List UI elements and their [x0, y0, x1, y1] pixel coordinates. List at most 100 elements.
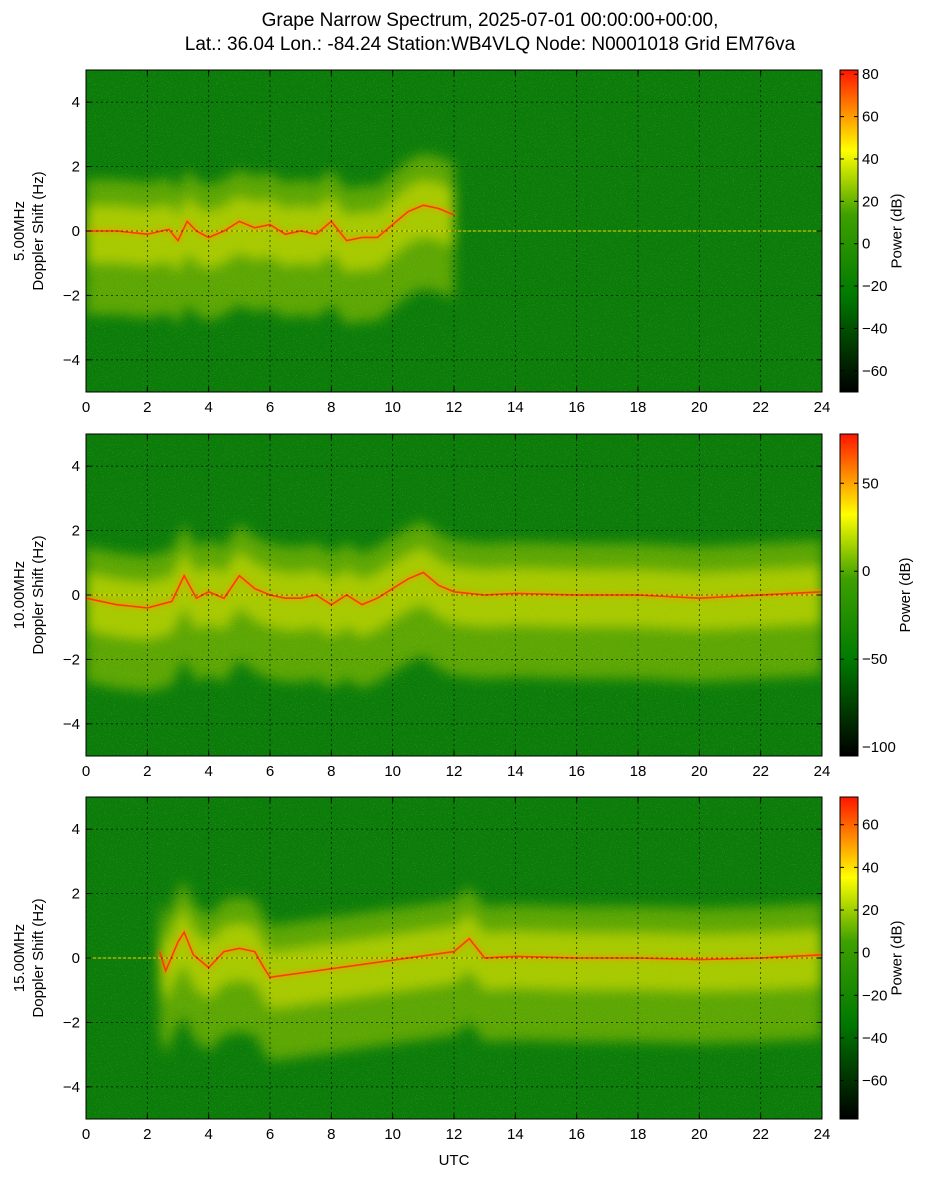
y-axis-label-line-1: 10.00MHz [11, 561, 28, 629]
x-tick-label: 20 [691, 1126, 708, 1143]
x-tick-label: 12 [446, 1126, 463, 1143]
colorbar-tick-label: −60 [862, 1073, 887, 1090]
y-tick-label: 4 [72, 458, 80, 475]
chart-title-line-2: Lat.: 36.04 Lon.: -84.24 Station:WB4VLQ … [185, 34, 796, 55]
x-tick-label: 16 [568, 399, 585, 416]
spectrogram-plot-5mhz [86, 70, 822, 392]
x-tick-label: 6 [266, 763, 274, 780]
colorbar-tick-label: 40 [862, 859, 879, 876]
y-tick-label: −2 [63, 1014, 80, 1031]
x-tick-label: 22 [752, 1126, 769, 1143]
y-tick-label: −4 [63, 716, 80, 733]
x-tick-label: 8 [327, 763, 335, 780]
x-tick-label: 0 [82, 763, 90, 780]
colorbar-tick-label: 50 [862, 475, 879, 492]
x-tick-label: 16 [568, 1126, 585, 1143]
y-tick-label: 2 [72, 159, 80, 176]
colorbar-label: Power (dB) [889, 920, 906, 995]
grid-5mhz [86, 70, 822, 392]
x-tick-label: 6 [266, 1126, 274, 1143]
colorbar-tick-label: 0 [862, 563, 870, 580]
colorbar-tick-label: 0 [862, 945, 870, 962]
x-tick-label: 18 [630, 1126, 647, 1143]
x-tick-label: 4 [204, 1126, 212, 1143]
x-tick-label: 0 [82, 399, 90, 416]
colorbar-15mhz [839, 796, 859, 1120]
y-tick-label: −4 [63, 1079, 80, 1096]
x-tick-label: 4 [204, 399, 212, 416]
colorbar-tick-label: 60 [862, 817, 879, 834]
x-tick-label: 20 [691, 763, 708, 780]
colorbar-tick-label: −40 [862, 320, 887, 337]
x-tick-label: 22 [752, 399, 769, 416]
x-tick-label: 0 [82, 1126, 90, 1143]
colorbar-5mhz [839, 69, 859, 393]
x-tick-label: 2 [143, 763, 151, 780]
colorbar-tick-label: −20 [862, 278, 887, 295]
y-axis-label-line-1: 15.00MHz [11, 924, 28, 992]
spectrogram-plot-15mhz [86, 797, 822, 1119]
colorbar-tick-label: 80 [862, 66, 879, 83]
x-tick-label: 24 [814, 1126, 831, 1143]
colorbar-tick-label: −60 [862, 363, 887, 380]
y-tick-label: −2 [63, 287, 80, 304]
colorbar-tick-label: −40 [862, 1030, 887, 1047]
y-axis-label-line-1: 5.00MHz [11, 201, 28, 261]
doppler-trace [86, 571, 822, 609]
x-tick-label: 12 [446, 763, 463, 780]
doppler-trace [86, 204, 455, 243]
x-tick-label: 14 [507, 399, 524, 416]
x-tick-label: 20 [691, 399, 708, 416]
y-tick-label: 2 [72, 886, 80, 903]
x-tick-label: 14 [507, 763, 524, 780]
x-tick-label: 8 [327, 399, 335, 416]
x-tick-label: 24 [814, 399, 831, 416]
colorbar-tick-label: 20 [862, 193, 879, 210]
x-tick-label: 18 [630, 399, 647, 416]
x-tick-label: 24 [814, 763, 831, 780]
y-tick-label: 0 [72, 223, 80, 240]
x-tick-label: 14 [507, 1126, 524, 1143]
y-axis-label-line-2: Doppler Shift (Hz) [30, 171, 47, 290]
x-tick-label: 22 [752, 763, 769, 780]
y-tick-label: 4 [72, 821, 80, 838]
colorbar-tick-label: 60 [862, 109, 879, 126]
colorbar-tick-label: 0 [862, 236, 870, 253]
x-tick-label: 10 [384, 1126, 401, 1143]
x-tick-label: 2 [143, 1126, 151, 1143]
x-tick-label: 10 [384, 763, 401, 780]
y-tick-label: 0 [72, 950, 80, 967]
colorbar-tick-label: −100 [862, 739, 896, 756]
x-tick-label: 4 [204, 763, 212, 780]
y-tick-label: 0 [72, 587, 80, 604]
grid-10mhz [86, 434, 822, 756]
colorbar-10mhz [839, 433, 859, 757]
x-tick-label: 18 [630, 763, 647, 780]
x-tick-label: 12 [446, 399, 463, 416]
chart-title-line-1: Grape Narrow Spectrum, 2025-07-01 00:00:… [262, 10, 719, 31]
colorbar-tick-label: 40 [862, 151, 879, 168]
y-tick-label: 4 [72, 94, 80, 111]
x-tick-label: 2 [143, 399, 151, 416]
colorbar-label: Power (dB) [897, 557, 914, 632]
grid-15mhz [86, 797, 822, 1119]
colorbar-tick-label: −50 [862, 651, 887, 668]
colorbar-tick-label: 20 [862, 902, 879, 919]
y-axis-label-line-2: Doppler Shift (Hz) [30, 898, 47, 1017]
x-tick-label: 6 [266, 399, 274, 416]
y-axis-label-line-2: Doppler Shift (Hz) [30, 535, 47, 654]
y-tick-label: −4 [63, 352, 80, 369]
y-tick-label: −2 [63, 651, 80, 668]
x-tick-label: 16 [568, 763, 585, 780]
x-axis-label: UTC [439, 1152, 470, 1169]
x-tick-label: 10 [384, 399, 401, 416]
colorbar-label: Power (dB) [889, 193, 906, 268]
spectrogram-plot-10mhz [86, 434, 822, 756]
y-tick-label: 2 [72, 523, 80, 540]
colorbar-tick-label: −20 [862, 987, 887, 1004]
